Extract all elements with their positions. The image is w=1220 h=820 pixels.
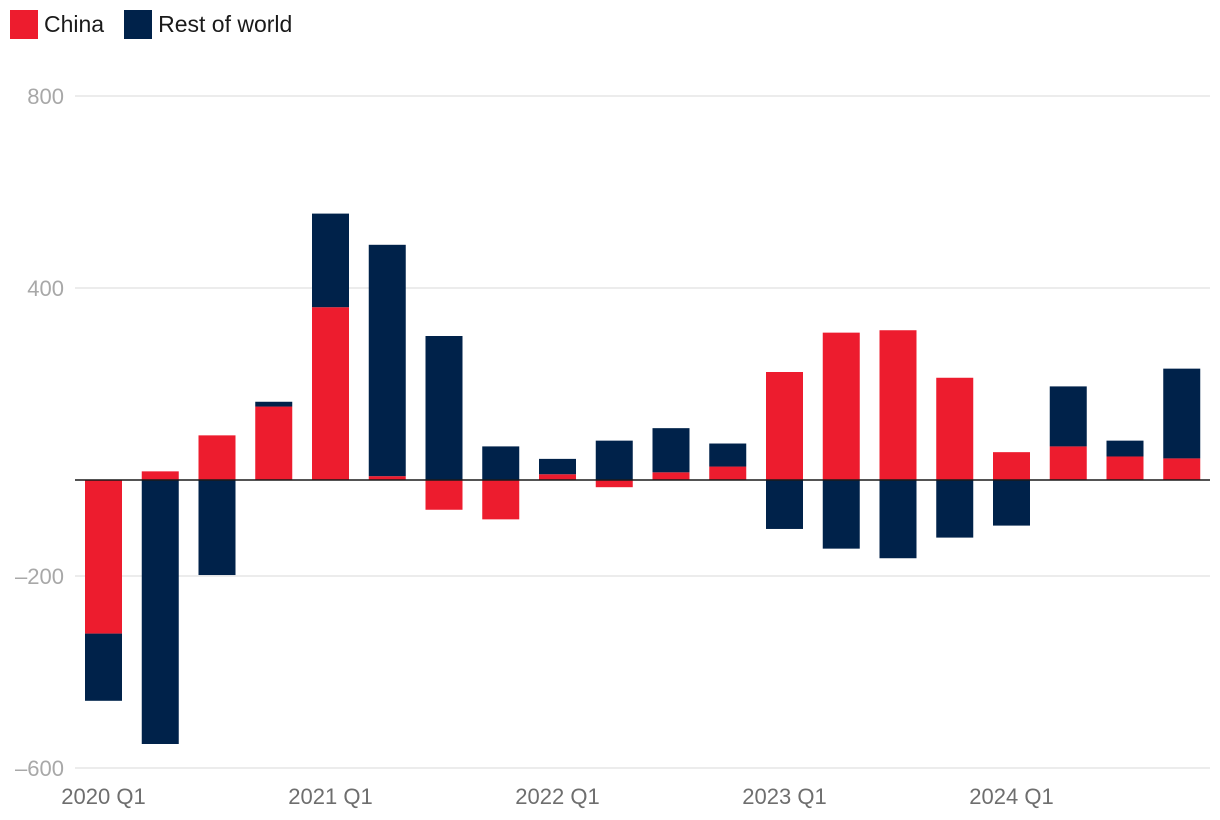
bar-rest-of-world [1049,386,1087,447]
bar-china [482,480,520,520]
bar-rest-of-world [936,480,974,538]
legend-swatch-china [10,10,38,39]
y-tick-label: 800 [27,84,64,109]
bar-china [85,480,122,634]
bar-rest-of-world [652,428,690,473]
bar-china [539,474,576,480]
bar-china [766,372,803,480]
bar-rest-of-world [425,336,463,480]
legend-swatch-rest-of-world [124,10,153,39]
bar-rest-of-world [312,213,349,308]
bar-rest-of-world [482,446,520,480]
bar-rest-of-world [198,480,236,576]
bar-china [368,476,406,480]
bar-china [312,307,349,480]
bar-china [1049,446,1087,480]
bar-rest-of-world [1163,368,1201,459]
x-tick-label: 2021 Q1 [288,784,372,809]
legend-label-rest-of-world: Rest of world [158,11,293,37]
y-tick-label: –200 [15,564,64,589]
bar-china [993,452,1030,480]
legend: China Rest of world [10,10,312,39]
bar-rest-of-world [595,440,633,480]
bar-china [1106,456,1144,480]
bar-rest-of-world [709,443,747,467]
legend-label-china: China [44,11,105,37]
bar-china [595,480,633,488]
bar-rest-of-world [822,480,860,549]
bar-china [255,406,293,480]
x-tick-label: 2023 Q1 [742,784,826,809]
bar-china [198,435,236,480]
bar-rest-of-world [85,633,122,701]
x-tick-label: 2024 Q1 [969,784,1053,809]
x-tick-label: 2022 Q1 [515,784,599,809]
y-tick-label: –600 [15,756,64,781]
y-tick-label: 400 [27,276,64,301]
bar-china [709,466,747,480]
x-tick-label: 2020 Q1 [61,784,145,809]
bar-rest-of-world [255,401,293,407]
bar-rest-of-world [368,244,406,477]
bar-china [1163,458,1201,480]
bar-china [425,480,463,510]
bar-rest-of-world [993,480,1030,526]
bar-rest-of-world [141,480,179,744]
bar-rest-of-world [879,480,917,559]
bar-china [652,472,690,480]
legend-item-china: China [10,10,104,39]
legend-item-rest-of-world: Rest of world [124,10,292,39]
bar-rest-of-world [539,458,576,475]
bar-china [879,330,917,480]
bar-rest-of-world [766,480,803,529]
bar-china [822,332,860,480]
bar-china [936,377,974,480]
bar-china [141,471,179,480]
bar-rest-of-world [1106,440,1144,457]
